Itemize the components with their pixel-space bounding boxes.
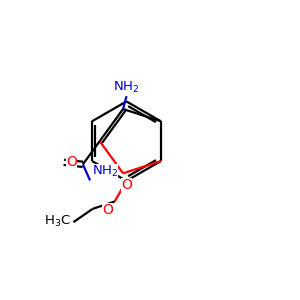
Text: NH$_2$: NH$_2$ bbox=[113, 80, 140, 95]
Text: O: O bbox=[122, 178, 132, 192]
Text: H$_3$C: H$_3$C bbox=[44, 214, 71, 229]
Text: NH$_2$: NH$_2$ bbox=[92, 164, 118, 179]
Text: O: O bbox=[66, 155, 77, 169]
Text: O: O bbox=[102, 203, 113, 217]
